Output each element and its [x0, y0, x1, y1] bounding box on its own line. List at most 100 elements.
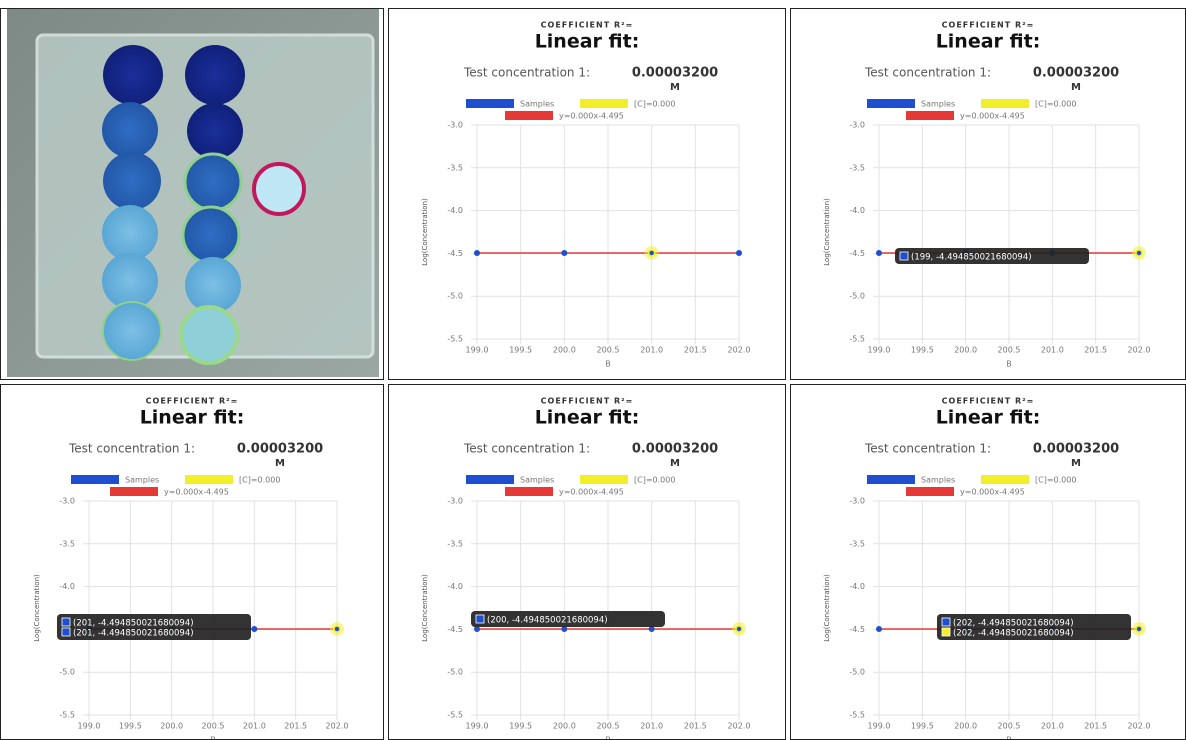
test-value: 0.00003200 [632, 66, 718, 81]
header: COEFFICIENT R²= [146, 397, 239, 406]
test-unit: M [670, 82, 680, 93]
y-tick-label: -3.5 [447, 539, 463, 548]
legend-label: Samples [125, 476, 159, 485]
y-tick-label: -5.5 [849, 335, 865, 344]
test-label: Test concentration 1: [463, 66, 590, 80]
x-axis-label: B [605, 360, 611, 369]
y-tick-label: -3.0 [849, 497, 865, 506]
chart: COEFFICIENT R²=Linear fit:Test concentra… [791, 9, 1185, 379]
header: COEFFICIENT R²= [942, 397, 1035, 406]
tooltip-swatch [942, 628, 950, 636]
y-tick-label: -5.0 [447, 292, 463, 301]
tooltip-swatch [900, 252, 908, 260]
legend-label: y=0.000x-4.495 [960, 112, 1025, 121]
data-point [251, 626, 257, 632]
y-tick-label: -4.5 [849, 625, 865, 634]
x-tick-label: 200.0 [954, 722, 977, 731]
test-label: Test concentration 1: [463, 442, 590, 456]
legend-swatch [906, 487, 954, 496]
chart-panel: COEFFICIENT R²=Linear fit:Test concentra… [388, 8, 786, 380]
y-tick-label: -3.5 [447, 163, 463, 172]
y-tick-label: -4.5 [849, 249, 865, 258]
legend-swatch [580, 99, 628, 108]
x-tick-label: 201.5 [1084, 346, 1107, 355]
x-tick-label: 200.5 [597, 722, 620, 731]
legend-swatch [867, 99, 915, 108]
legend-label: [C]=0.000 [1035, 100, 1076, 109]
tooltip-text: (200, -4.494850021680094) [487, 616, 608, 626]
tooltip: (199, -4.494850021680094) [895, 248, 1089, 264]
header: COEFFICIENT R²= [942, 21, 1035, 30]
test-unit: M [275, 458, 285, 469]
legend-swatch [185, 475, 233, 484]
x-tick-label: 202.0 [326, 722, 349, 731]
y-tick-label: -5.0 [447, 668, 463, 677]
legend-swatch [580, 475, 628, 484]
x-tick-label: 202.0 [1128, 346, 1151, 355]
tooltip: (201, -4.494850021680094)(201, -4.494850… [57, 614, 251, 640]
tooltip-swatch [942, 618, 950, 626]
test-value: 0.00003200 [1033, 66, 1119, 81]
y-tick-label: -5.5 [59, 711, 75, 720]
data-point [561, 250, 567, 256]
x-tick-label: 199.5 [911, 722, 934, 731]
legend-swatch [466, 99, 514, 108]
y-tick-label: -4.0 [849, 206, 865, 215]
tooltip-text: (201, -4.494850021680094) [73, 629, 194, 639]
legend-label: y=0.000x-4.495 [559, 488, 624, 497]
chart: COEFFICIENT R²=Linear fit:Test concentra… [389, 385, 785, 739]
chart-panel: COEFFICIENT R²=Linear fit:Test concentra… [388, 384, 786, 740]
legend-label: Samples [520, 100, 554, 109]
tooltip-swatch [62, 628, 70, 636]
y-axis-label: Log(Concentration) [421, 574, 429, 642]
x-tick-label: 200.5 [998, 346, 1021, 355]
x-axis-label: B [1006, 736, 1012, 740]
legend-label: [C]=0.000 [1035, 476, 1076, 485]
data-point [876, 250, 882, 256]
y-tick-label: -3.0 [447, 497, 463, 506]
x-tick-label: 200.0 [553, 722, 576, 731]
photo-panel [0, 8, 384, 380]
legend-swatch [906, 111, 954, 120]
chart: COEFFICIENT R²=Linear fit:Test concentra… [389, 9, 785, 379]
tooltip: (200, -4.494850021680094) [471, 611, 665, 627]
x-tick-label: 201.0 [1041, 346, 1064, 355]
x-tick-label: 199.0 [868, 346, 891, 355]
chart-panel: COEFFICIENT R²=Linear fit:Test concentra… [790, 384, 1186, 740]
x-tick-label: 200.5 [998, 722, 1021, 731]
tooltip-text: (199, -4.494850021680094) [911, 253, 1032, 263]
chart-title: Linear fit: [535, 407, 640, 429]
x-tick-label: 202.0 [728, 722, 751, 731]
test-value: 0.00003200 [237, 442, 323, 457]
y-tick-label: -5.5 [849, 711, 865, 720]
x-tick-label: 199.0 [78, 722, 101, 731]
test-label: Test concentration 1: [68, 442, 195, 456]
tooltip-text: (202, -4.494850021680094) [953, 629, 1074, 639]
data-point [474, 250, 480, 256]
legend-label: Samples [921, 100, 955, 109]
y-tick-label: -3.5 [849, 539, 865, 548]
y-tick-label: -4.0 [447, 206, 463, 215]
legend-label: y=0.000x-4.495 [559, 112, 624, 121]
y-tick-label: -3.5 [59, 539, 75, 548]
test-value: 0.00003200 [632, 442, 718, 457]
y-tick-label: -3.5 [849, 163, 865, 172]
y-tick-label: -3.0 [849, 121, 865, 130]
legend-swatch [71, 475, 119, 484]
test-unit: M [1071, 458, 1081, 469]
data-point [736, 250, 742, 256]
tooltip-text: (201, -4.494850021680094) [73, 619, 194, 629]
x-tick-label: 201.5 [684, 722, 707, 731]
data-point [1136, 626, 1142, 632]
legend-label: Samples [921, 476, 955, 485]
legend-swatch [466, 475, 514, 484]
x-tick-label: 201.0 [640, 722, 663, 731]
test-unit: M [670, 458, 680, 469]
x-tick-label: 199.0 [466, 346, 489, 355]
data-point [649, 250, 655, 256]
y-tick-label: -5.5 [447, 711, 463, 720]
data-point [876, 626, 882, 632]
x-tick-label: 201.0 [640, 346, 663, 355]
chart-title: Linear fit: [936, 407, 1041, 429]
tooltip-text: (202, -4.494850021680094) [953, 619, 1074, 629]
